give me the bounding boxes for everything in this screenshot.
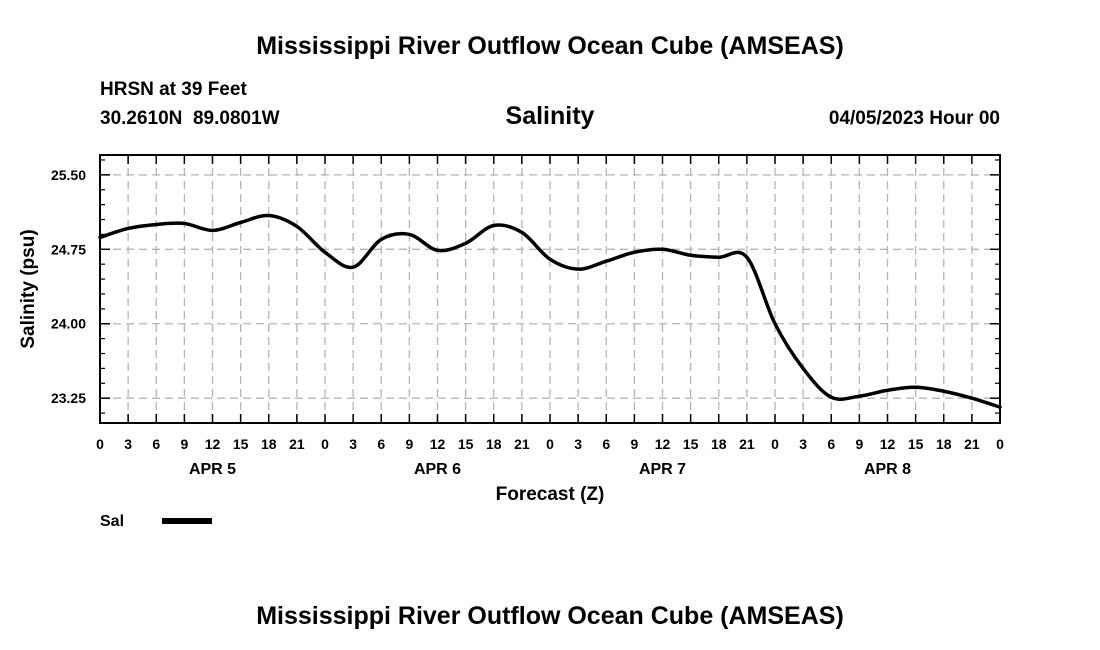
chart-title-bottom: Mississippi River Outflow Ocean Cube (AM…: [256, 602, 844, 630]
day-label: APR 6: [414, 461, 461, 478]
x-tick-label: 6: [152, 436, 160, 452]
x-tick-label: 9: [405, 436, 413, 452]
x-axis: 0 3 6 9 12 15 18 21 0 3 6 9 12 15 18 21 0 3 6 9 12 15 18 21 0 3 6 9…: [96, 155, 1004, 452]
day-label: APR 7: [639, 461, 686, 478]
x-tick-label: 18: [261, 436, 277, 452]
x-tick-label: 6: [827, 436, 835, 452]
x-tick-label: 18: [936, 436, 952, 452]
x-tick-label: 3: [574, 436, 582, 452]
x-tick-label: 12: [430, 436, 446, 452]
x-tick-label: 0: [321, 436, 329, 452]
x-tick-label: 9: [855, 436, 863, 452]
x-tick-label: 15: [233, 436, 249, 452]
grid-lines: [100, 155, 1000, 423]
x-tick-label: 18: [486, 436, 502, 452]
x-tick-label: 0: [546, 436, 554, 452]
variable-title: Salinity: [506, 102, 595, 130]
x-tick-label: 21: [514, 436, 530, 452]
x-tick-label: 9: [630, 436, 638, 452]
y-tick-label: 25.50: [51, 167, 86, 183]
day-label: APR 5: [189, 461, 236, 478]
x-tick-label: 9: [180, 436, 188, 452]
x-tick-label: 15: [908, 436, 924, 452]
x-tick-label: 15: [683, 436, 699, 452]
x-tick-label: 0: [96, 436, 104, 452]
y-tick-label: 24.00: [51, 316, 86, 332]
x-axis-title: Forecast (Z): [496, 484, 605, 505]
x-tick-label: 21: [289, 436, 305, 452]
y-axis-title: Salinity (psu): [18, 229, 39, 348]
x-tick-label: 12: [205, 436, 221, 452]
y-tick-label: 23.25: [51, 390, 86, 406]
chart-title-top: Mississippi River Outflow Ocean Cube (AM…: [256, 32, 844, 60]
legend-label: Sal: [100, 513, 124, 530]
station-label: HRSN at 39 Feet: [100, 79, 247, 100]
x-tick-label: 6: [377, 436, 385, 452]
x-tick-label: 0: [771, 436, 779, 452]
x-tick-label: 3: [799, 436, 807, 452]
x-tick-label: 6: [602, 436, 610, 452]
x-tick-label: 21: [739, 436, 755, 452]
y-axis: 23.25 24.00 24.75 25.50: [51, 159, 1000, 414]
x-tick-label: 0: [996, 436, 1004, 452]
x-tick-label: 21: [964, 436, 980, 452]
day-label: APR 8: [864, 461, 911, 478]
x-tick-label: 12: [880, 436, 896, 452]
day-labels: APR 5 APR 6 APR 7 APR 8: [189, 461, 911, 478]
x-tick-label: 15: [458, 436, 474, 452]
x-tick-label: 18: [711, 436, 727, 452]
coordinates-label: 30.2610N 89.0801W: [100, 108, 280, 129]
forecast-datetime: 04/05/2023 Hour 00: [829, 108, 1000, 129]
salinity-series-line: [98, 213, 1002, 409]
x-tick-label: 3: [349, 436, 357, 452]
x-tick-label: 3: [124, 436, 132, 452]
x-tick-label: 12: [655, 436, 671, 452]
y-tick-label: 24.75: [51, 241, 86, 257]
